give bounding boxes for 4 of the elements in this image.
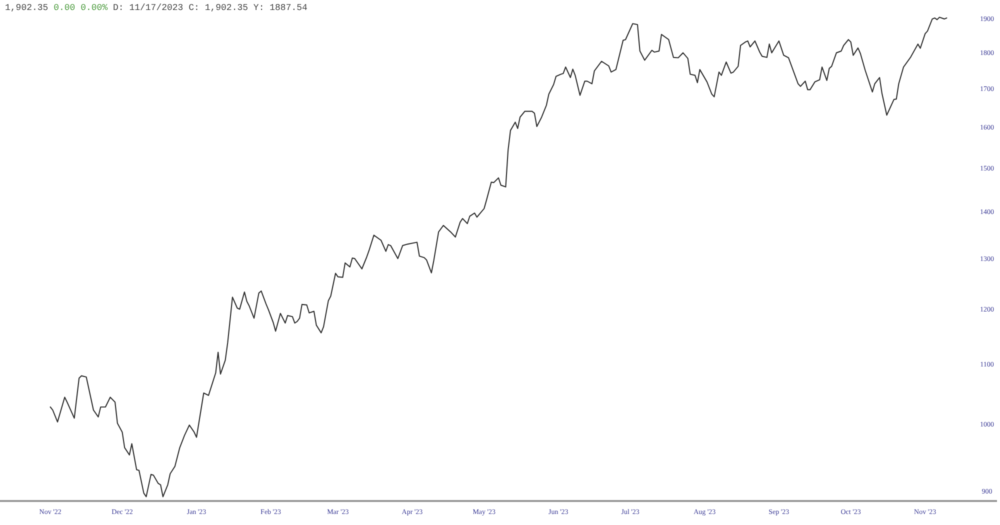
line-series: [50, 16, 948, 498]
annotation: D: 11/17/2023 C: 1,902.35 Y: 1887.54: [113, 3, 308, 13]
chart-subtitle: 0.00 0.00%: [54, 3, 108, 13]
chart-title: 1,902.35: [5, 3, 48, 13]
